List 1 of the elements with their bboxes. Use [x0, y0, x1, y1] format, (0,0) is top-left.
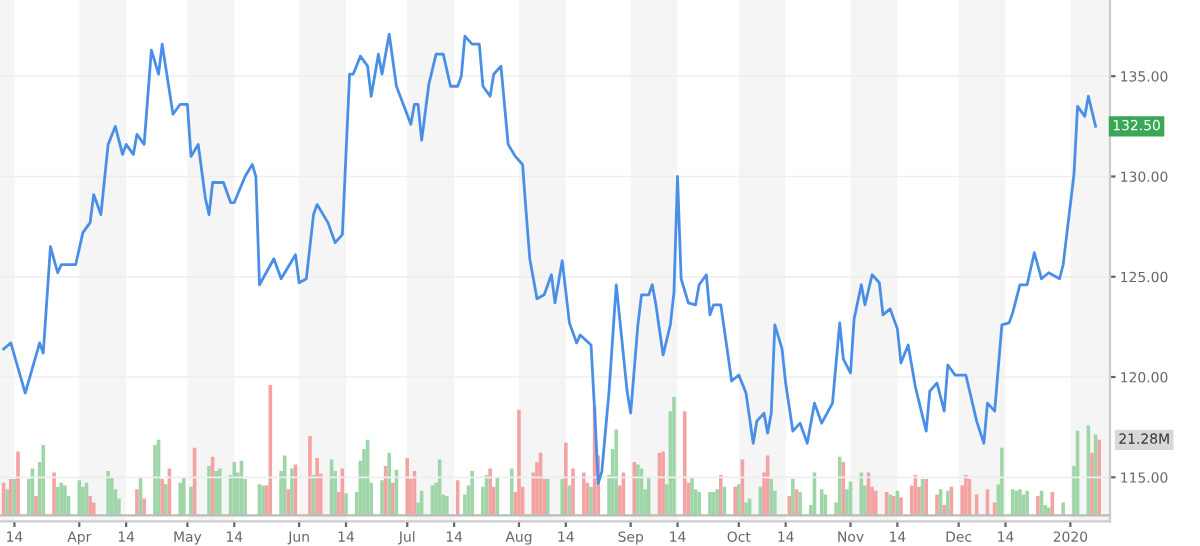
line-series	[2, 32, 1097, 485]
